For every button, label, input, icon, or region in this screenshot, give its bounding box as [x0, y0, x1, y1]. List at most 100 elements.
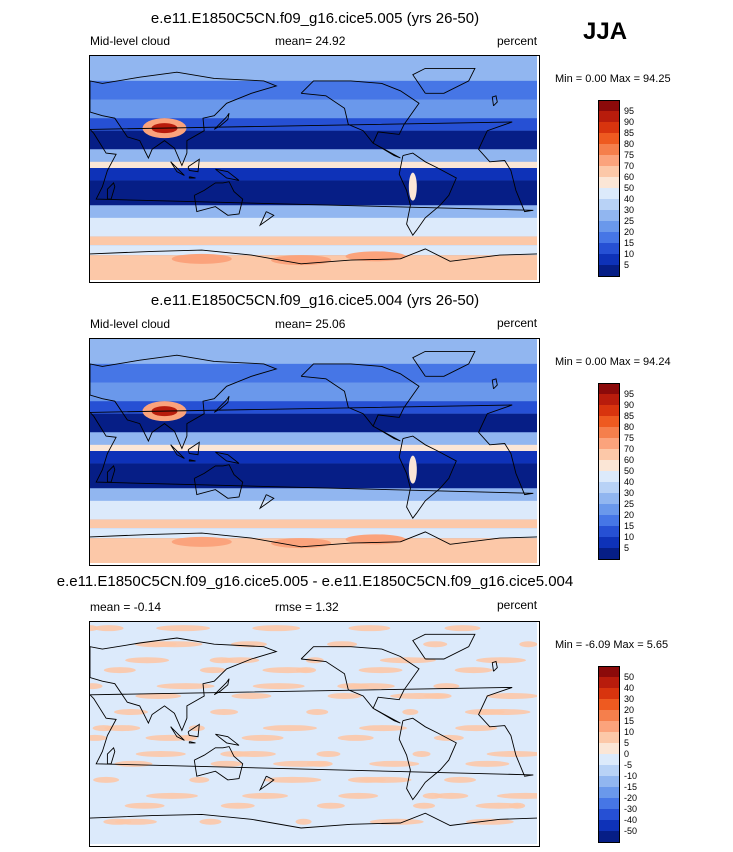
positive-anomaly-patch: [93, 625, 124, 632]
positive-anomaly-patch: [114, 818, 157, 825]
colorbar-tick-label: -40: [624, 814, 638, 825]
coastline: [90, 637, 278, 732]
positive-anomaly-patch: [433, 683, 460, 690]
coastline: [398, 152, 457, 237]
positive-anomaly-patch: [423, 693, 452, 699]
coastline: [215, 733, 240, 746]
positive-anomaly-patch: [379, 657, 436, 664]
map-svg: [90, 56, 537, 280]
positive-anomaly-patch: [475, 657, 526, 664]
coastline: [193, 464, 244, 499]
latitude-band: [90, 236, 537, 246]
coastline: [106, 746, 116, 765]
positive-anomaly-patch: [444, 625, 481, 632]
colorbar-swatch: [598, 493, 620, 505]
colorbar-tick-label: 75: [624, 149, 635, 160]
positive-anomaly-patch: [423, 641, 448, 648]
coastline: [213, 395, 230, 413]
colorbar-tick-label: 70: [624, 443, 635, 454]
colorbar-tick-label: 20: [624, 704, 635, 715]
panel3-colorbar: 50 40 30 20 15 10 5 0 -5 -10 -15 -20 -30 -40 -50: [598, 666, 658, 843]
coastline: [188, 741, 196, 744]
coastline: [398, 717, 457, 801]
coastline: [90, 531, 537, 548]
colorbar-swatch: [598, 232, 620, 244]
latitude-band: [90, 99, 537, 119]
colorbar-swatch: [598, 482, 620, 494]
colorbar-swatch: [598, 144, 620, 156]
coastline: [90, 121, 534, 213]
positive-anomaly-patch: [369, 760, 420, 767]
colorbar-tick-label: 20: [624, 226, 635, 237]
colorbar-tick-label: 0: [624, 748, 630, 759]
positive-anomaly-patch: [306, 709, 329, 716]
coastline: [491, 660, 498, 672]
coastline: [170, 726, 185, 741]
positive-anomaly-patch: [496, 792, 537, 799]
antarctic-cloud-patch: [171, 253, 232, 264]
colorbar-swatch: [598, 394, 620, 406]
season-label: JJA: [583, 18, 628, 45]
colorbar-tick-label: 85: [624, 127, 635, 138]
diff-background: [90, 622, 537, 844]
latitude-band: [90, 432, 537, 445]
coastline: [213, 112, 230, 130]
positive-anomaly-patch: [337, 734, 374, 741]
panel3-minmax: Min = -6.09 Max = 5.65: [555, 639, 669, 651]
colorbar-swatch: [598, 166, 620, 178]
colorbar-swatch: [598, 548, 620, 560]
colorbar-tick-label: -20: [624, 792, 638, 803]
colorbar-swatch: [598, 798, 620, 810]
colorbar-tick-label: 5: [624, 737, 630, 748]
colorbar-swatch: [598, 787, 620, 799]
positive-anomaly-patch: [454, 667, 493, 674]
positive-anomaly-patch: [348, 683, 395, 690]
positive-anomaly-patch: [295, 818, 312, 825]
panel2-title: e.e11.E1850C5CN.f09_g16.cice5.004 (yrs 2…: [150, 292, 480, 309]
colorbar-swatch: [598, 210, 620, 222]
coastline: [215, 451, 240, 464]
positive-anomaly-patch: [124, 802, 165, 809]
coastline: [90, 812, 537, 829]
positive-anomaly-patch: [263, 776, 322, 783]
colorbar-tick-label: 20: [624, 509, 635, 520]
positive-anomaly-patch: [475, 802, 522, 809]
positive-anomaly-patch: [114, 760, 153, 767]
coastline: [90, 248, 537, 265]
positive-anomaly-patch: [348, 625, 391, 632]
coastline: [215, 168, 240, 181]
positive-anomaly-patch: [156, 683, 215, 690]
coastline: [193, 181, 244, 216]
coastline: [90, 686, 534, 777]
colorbar-swatch: [598, 776, 620, 788]
colorbar-swatch: [598, 177, 620, 189]
colorbar-swatch: [598, 515, 620, 527]
colorbar-tick-label: 15: [624, 237, 635, 248]
coastline: [170, 161, 185, 176]
positive-anomaly-patch: [338, 792, 379, 799]
panel3-title: e.e11.E1850C5CN.f09_g16.cice5.005 - e.e1…: [56, 573, 574, 590]
colorbar-swatch: [598, 100, 620, 112]
coastline: [106, 465, 116, 483]
positive-anomaly-patch: [262, 725, 317, 732]
positive-anomaly-patch: [189, 776, 210, 783]
colorbar-swatch: [598, 820, 620, 832]
colorbar-swatch: [598, 809, 620, 821]
panel1-mean-label: mean= 24.92: [275, 34, 346, 48]
colorbar-swatch: [598, 243, 620, 255]
colorbar-swatch: [598, 122, 620, 134]
colorbar-tick-label: 90: [624, 116, 635, 127]
panel1-title: e.e11.E1850C5CN.f09_g16.cice5.005 (yrs 2…: [150, 10, 480, 27]
latitude-band: [90, 413, 537, 433]
positive-anomaly-patch: [199, 667, 226, 674]
positive-anomaly-patch: [145, 792, 198, 799]
latitude-band: [90, 444, 537, 451]
panel1-units-label: percent: [497, 34, 538, 48]
colorbar-tick-label: 50: [624, 465, 635, 476]
colorbar-swatch: [598, 133, 620, 145]
positive-anomaly-patch: [444, 776, 477, 783]
positive-anomaly-patch: [252, 683, 305, 690]
positive-anomaly-patch: [135, 750, 186, 757]
colorbar-swatch: [598, 754, 620, 766]
positive-anomaly-patch: [519, 641, 537, 648]
